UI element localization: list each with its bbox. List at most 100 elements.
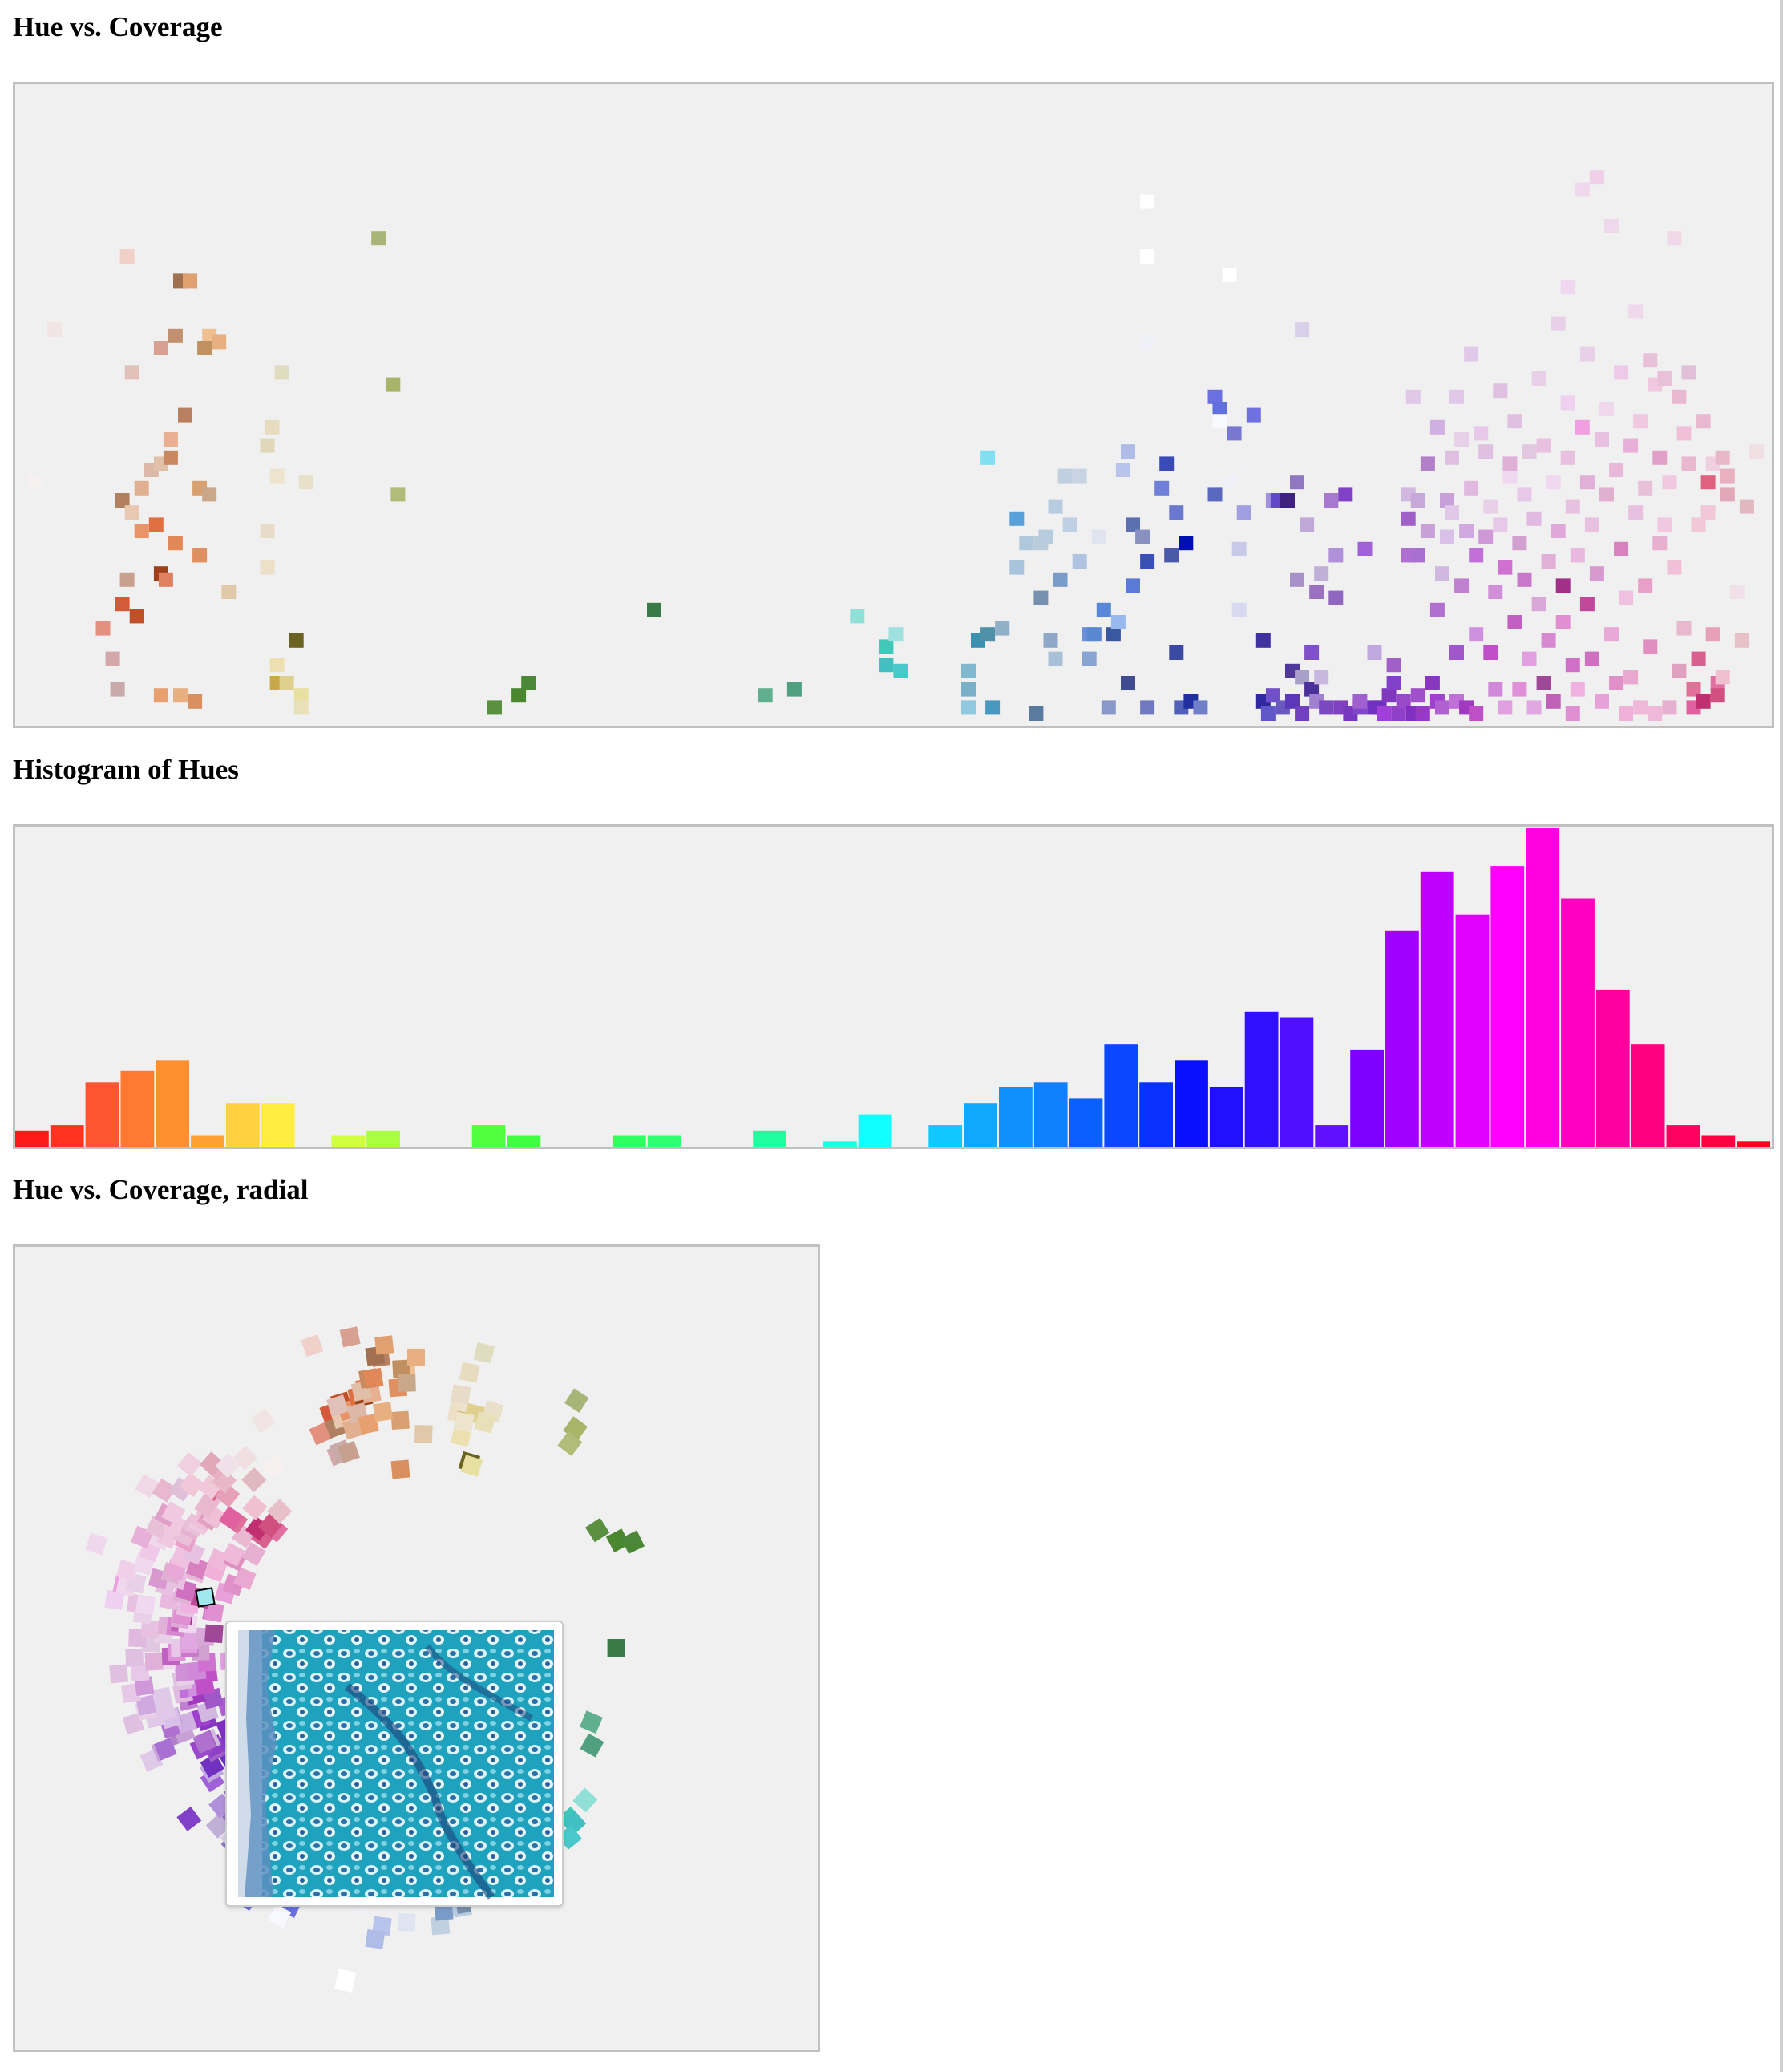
- scatter-point[interactable]: [95, 621, 111, 636]
- radial-point[interactable]: [363, 1367, 384, 1389]
- scatter-point[interactable]: [1212, 402, 1227, 416]
- radial-point[interactable]: [218, 1506, 244, 1531]
- scatter-point[interactable]: [1614, 365, 1629, 380]
- scatter-point[interactable]: [1429, 602, 1445, 617]
- scatter-point[interactable]: [1260, 706, 1276, 721]
- histogram-bar[interactable]: [1701, 1135, 1736, 1147]
- scatter-point[interactable]: [1449, 389, 1464, 404]
- histogram-bar[interactable]: [1350, 1049, 1384, 1147]
- scatter-point[interactable]: [1483, 499, 1498, 514]
- scatter-point[interactable]: [269, 468, 285, 484]
- scatter-point[interactable]: [1140, 334, 1155, 350]
- scatter-point[interactable]: [1309, 585, 1324, 599]
- scatter-point[interactable]: [1657, 517, 1672, 532]
- scatter-point[interactable]: [1662, 475, 1677, 490]
- scatter-point[interactable]: [1648, 706, 1663, 721]
- scatter-point[interactable]: [758, 688, 773, 703]
- scatter-point[interactable]: [1265, 688, 1280, 703]
- radial-point[interactable]: [365, 1928, 386, 1949]
- scatter-point[interactable]: [1193, 700, 1208, 715]
- scatter-point[interactable]: [1396, 694, 1411, 709]
- scatter-point[interactable]: [178, 407, 192, 423]
- scatter-point[interactable]: [1575, 419, 1590, 435]
- scatter-point[interactable]: [293, 700, 309, 715]
- radial-point[interactable]: [473, 1342, 495, 1364]
- radial-point[interactable]: [407, 1348, 426, 1366]
- scatter-point[interactable]: [1304, 645, 1320, 660]
- scatter-point[interactable]: [1498, 560, 1513, 575]
- histogram-bar[interactable]: [1631, 1044, 1665, 1147]
- scatter-point[interactable]: [1367, 645, 1382, 660]
- scatter-point[interactable]: [1739, 499, 1754, 514]
- scatter-point[interactable]: [1140, 554, 1155, 569]
- scatter-point[interactable]: [1227, 426, 1242, 441]
- scatter-point[interactable]: [1474, 426, 1489, 441]
- histogram-bar[interactable]: [647, 1135, 681, 1147]
- radial-point[interactable]: [179, 1472, 204, 1498]
- scatter-point[interactable]: [1057, 468, 1073, 484]
- scatter-point[interactable]: [1667, 560, 1682, 575]
- radial-point[interactable]: [390, 1410, 410, 1431]
- radial-point[interactable]: [474, 1411, 496, 1434]
- histogram-bar[interactable]: [1561, 898, 1595, 1147]
- histogram-bar[interactable]: [964, 1103, 997, 1147]
- scatter-point[interactable]: [1038, 529, 1053, 544]
- histogram-bar[interactable]: [1244, 1011, 1279, 1147]
- scatter-point[interactable]: [1280, 493, 1295, 508]
- scatter-point[interactable]: [1700, 475, 1716, 490]
- scatter-point[interactable]: [1720, 468, 1735, 484]
- scatter-point[interactable]: [1565, 499, 1580, 514]
- radial-point[interactable]: [262, 1455, 288, 1479]
- scatter-point[interactable]: [1140, 194, 1155, 209]
- scatter-point[interactable]: [1686, 682, 1701, 697]
- histogram-bar[interactable]: [225, 1103, 260, 1147]
- scatter-point[interactable]: [1222, 267, 1237, 282]
- scatter-point[interactable]: [1729, 585, 1745, 599]
- scatter-point[interactable]: [202, 487, 217, 502]
- radial-point[interactable]: [392, 1359, 411, 1378]
- scatter-point[interactable]: [1207, 389, 1223, 404]
- scatter-point[interactable]: [47, 322, 63, 338]
- scatter-point[interactable]: [487, 700, 502, 715]
- scatter-point[interactable]: [1570, 682, 1585, 697]
- scatter-point[interactable]: [1410, 688, 1425, 703]
- radial-point[interactable]: [135, 1594, 156, 1616]
- scatter-point[interactable]: [1440, 493, 1454, 508]
- scatter-point[interactable]: [1565, 658, 1580, 673]
- scatter-point[interactable]: [1633, 414, 1648, 429]
- scatter-point[interactable]: [1328, 590, 1344, 605]
- scatter-point[interactable]: [153, 341, 168, 355]
- radial-point[interactable]: [621, 1530, 645, 1554]
- scatter-point[interactable]: [1295, 670, 1310, 685]
- histogram-bar[interactable]: [15, 1130, 49, 1147]
- scatter-point[interactable]: [1115, 463, 1130, 477]
- scatter-point[interactable]: [647, 602, 661, 617]
- scatter-point[interactable]: [1517, 572, 1532, 587]
- scatter-point[interactable]: [1584, 517, 1599, 532]
- scatter-point[interactable]: [1290, 572, 1304, 587]
- scatter-point[interactable]: [386, 377, 401, 392]
- scatter-point[interactable]: [1140, 249, 1155, 264]
- radial-point[interactable]: [200, 1753, 224, 1778]
- radial-point[interactable]: [85, 1532, 108, 1556]
- scatter-point[interactable]: [1459, 524, 1474, 538]
- scatter-point[interactable]: [1285, 694, 1300, 709]
- scatter-point[interactable]: [1536, 438, 1551, 453]
- histogram-bar[interactable]: [612, 1135, 646, 1147]
- scatter-point[interactable]: [1488, 682, 1503, 697]
- scatter-point[interactable]: [1507, 414, 1522, 429]
- scatter-point[interactable]: [1710, 688, 1725, 703]
- scatter-point[interactable]: [1662, 700, 1677, 715]
- scatter-point[interactable]: [1691, 651, 1706, 666]
- radial-point[interactable]: [579, 1710, 603, 1734]
- scatter-point[interactable]: [1493, 383, 1508, 399]
- scatter-point[interactable]: [1584, 651, 1599, 666]
- radial-point[interactable]: [414, 1425, 433, 1443]
- scatter-point[interactable]: [1517, 487, 1532, 502]
- scatter-point[interactable]: [1454, 578, 1470, 593]
- histogram-bar[interactable]: [1175, 1060, 1208, 1147]
- scatter-point[interactable]: [1526, 511, 1542, 526]
- scatter-point[interactable]: [1478, 444, 1494, 459]
- scatter-point[interactable]: [1062, 517, 1077, 532]
- radial-point[interactable]: [241, 1542, 266, 1567]
